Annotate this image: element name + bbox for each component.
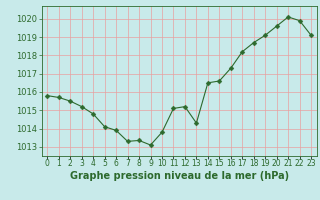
X-axis label: Graphe pression niveau de la mer (hPa): Graphe pression niveau de la mer (hPa) bbox=[70, 171, 289, 181]
